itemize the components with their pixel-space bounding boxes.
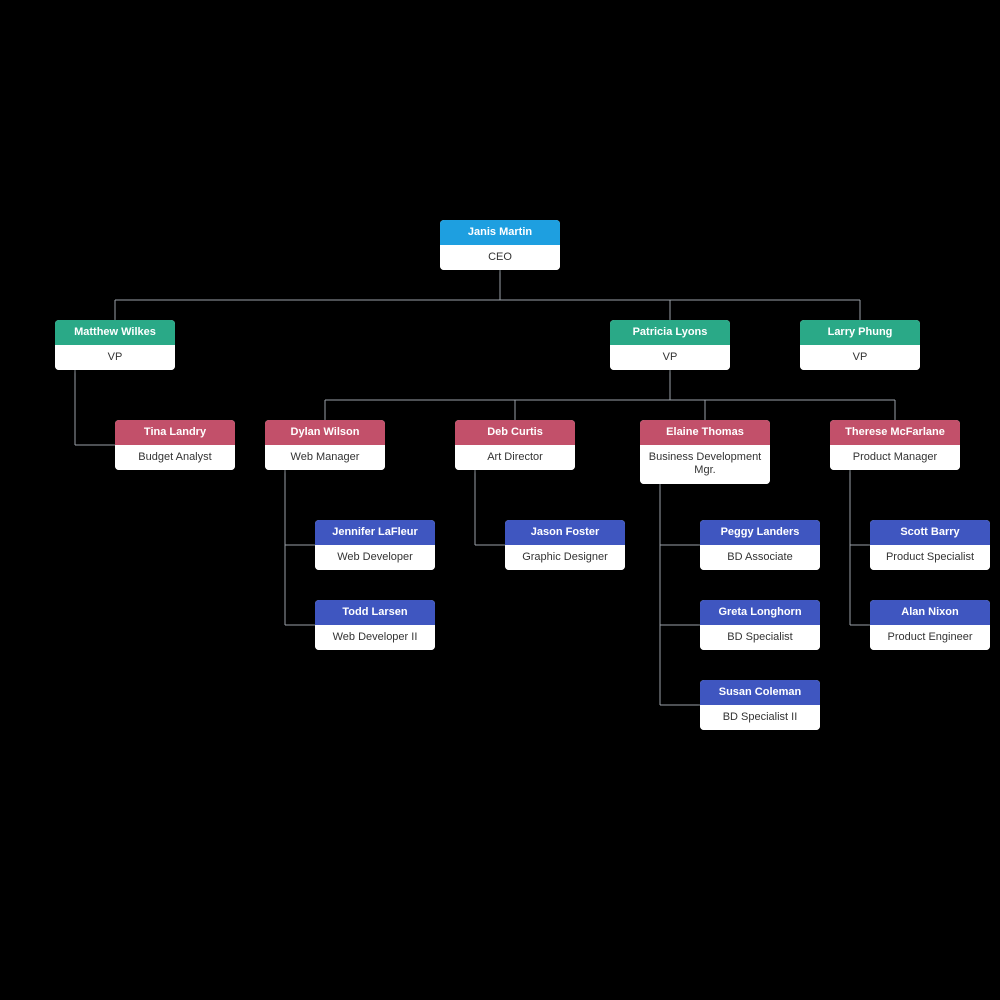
node-name: Jennifer LaFleur <box>315 520 435 545</box>
org-node-i6: Susan ColemanBD Specialist II <box>700 680 820 730</box>
org-chart-canvas: Janis MartinCEOMatthew WilkesVPPatricia … <box>0 0 1000 1000</box>
node-name: Scott Barry <box>870 520 990 545</box>
node-role: Web Manager <box>265 445 385 470</box>
node-name: Deb Curtis <box>455 420 575 445</box>
org-node-vp1: Matthew WilkesVP <box>55 320 175 370</box>
org-node-vp2: Patricia LyonsVP <box>610 320 730 370</box>
node-role: Budget Analyst <box>115 445 235 470</box>
node-name: Elaine Thomas <box>640 420 770 445</box>
node-name: Matthew Wilkes <box>55 320 175 345</box>
node-role: BD Associate <box>700 545 820 570</box>
org-node-i5: Greta LonghornBD Specialist <box>700 600 820 650</box>
org-node-m4: Therese McFarlaneProduct Manager <box>830 420 960 470</box>
org-node-i2: Todd LarsenWeb Developer II <box>315 600 435 650</box>
node-name: Tina Landry <box>115 420 235 445</box>
node-role: VP <box>55 345 175 370</box>
node-role: Business Development Mgr. <box>640 445 770 483</box>
org-node-i7: Scott BarryProduct Specialist <box>870 520 990 570</box>
org-node-m0: Tina LandryBudget Analyst <box>115 420 235 470</box>
node-name: Greta Longhorn <box>700 600 820 625</box>
node-name: Susan Coleman <box>700 680 820 705</box>
node-name: Jason Foster <box>505 520 625 545</box>
node-name: Patricia Lyons <box>610 320 730 345</box>
node-role: BD Specialist <box>700 625 820 650</box>
org-node-i1: Jennifer LaFleurWeb Developer <box>315 520 435 570</box>
org-node-m2: Deb CurtisArt Director <box>455 420 575 470</box>
node-name: Larry Phung <box>800 320 920 345</box>
org-node-i4: Peggy LandersBD Associate <box>700 520 820 570</box>
node-name: Therese McFarlane <box>830 420 960 445</box>
node-name: Janis Martin <box>440 220 560 245</box>
node-role: BD Specialist II <box>700 705 820 730</box>
node-role: Product Specialist <box>870 545 990 570</box>
node-role: CEO <box>440 245 560 270</box>
org-node-ceo: Janis MartinCEO <box>440 220 560 270</box>
org-node-i3: Jason FosterGraphic Designer <box>505 520 625 570</box>
org-node-i8: Alan NixonProduct Engineer <box>870 600 990 650</box>
node-name: Alan Nixon <box>870 600 990 625</box>
org-node-m3: Elaine ThomasBusiness Development Mgr. <box>640 420 770 484</box>
connector-lines <box>0 0 1000 1000</box>
node-role: Web Developer II <box>315 625 435 650</box>
node-role: Product Engineer <box>870 625 990 650</box>
node-role: VP <box>610 345 730 370</box>
node-role: Web Developer <box>315 545 435 570</box>
node-name: Todd Larsen <box>315 600 435 625</box>
node-name: Peggy Landers <box>700 520 820 545</box>
node-role: Product Manager <box>830 445 960 470</box>
org-node-m1: Dylan WilsonWeb Manager <box>265 420 385 470</box>
node-role: Graphic Designer <box>505 545 625 570</box>
node-role: VP <box>800 345 920 370</box>
node-role: Art Director <box>455 445 575 470</box>
org-node-vp3: Larry PhungVP <box>800 320 920 370</box>
node-name: Dylan Wilson <box>265 420 385 445</box>
